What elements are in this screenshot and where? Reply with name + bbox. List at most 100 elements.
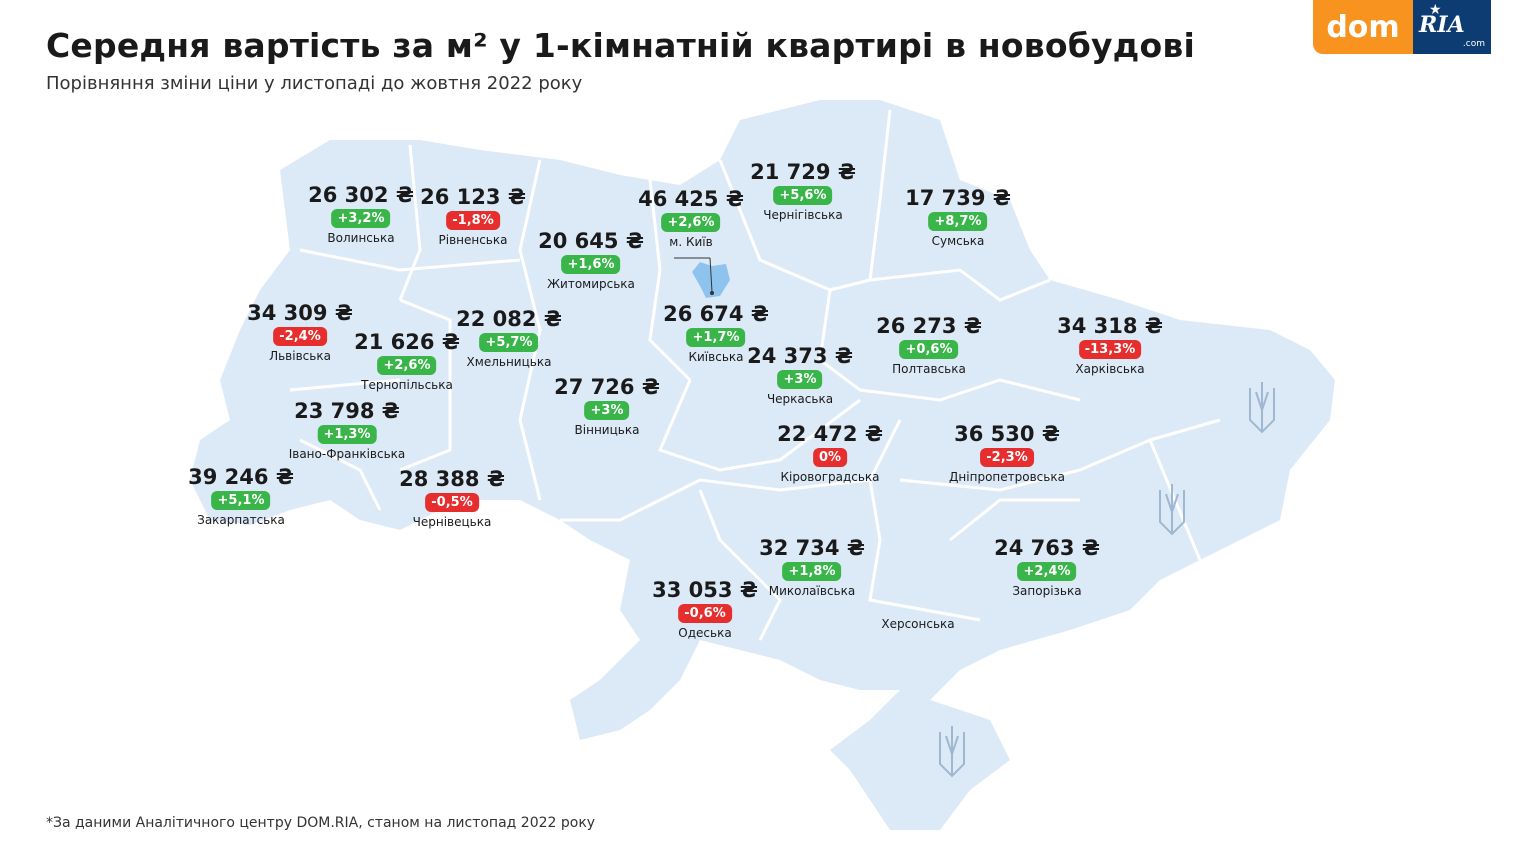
trident-icon xyxy=(1159,484,1185,536)
region-name: Сумська xyxy=(931,234,985,248)
region-price: 46 425 ₴ xyxy=(638,187,744,211)
region-price: 21 626 ₴ xyxy=(354,330,460,354)
region-name: Вінницька xyxy=(574,423,640,437)
star-icon: ★ xyxy=(1429,2,1442,18)
change-badge: +1,6% xyxy=(561,255,621,274)
logo-suffix: .com xyxy=(1462,39,1485,49)
change-badge: +8,7% xyxy=(928,212,988,231)
change-badge: +3,2% xyxy=(331,209,391,228)
change-badge: +1,7% xyxy=(686,328,746,347)
page-subtitle: Порівняння зміни ціни у листопаді до жов… xyxy=(46,73,583,94)
region-name: Івано-Франківська xyxy=(288,447,406,461)
region-name-khersonska: Херсонська xyxy=(881,617,955,631)
trident-icons xyxy=(939,382,1275,778)
region-name: Запорізька xyxy=(1012,584,1082,598)
region-price: 22 472 ₴ xyxy=(777,422,883,446)
region-price: 34 309 ₴ xyxy=(247,301,353,325)
kyiv-leader-line-2 xyxy=(709,257,713,293)
change-badge: +3% xyxy=(584,401,630,420)
trident-icon xyxy=(1249,382,1275,434)
region-price: 32 734 ₴ xyxy=(759,536,865,560)
logo-ria-block: ★ RIA .com xyxy=(1413,0,1491,54)
region-name: Дніпропетровська xyxy=(949,470,1065,484)
region-price: 34 318 ₴ xyxy=(1057,314,1163,338)
dom-ria-logo[interactable]: dom ★ RIA .com xyxy=(1313,0,1491,54)
region-name: Чернігівська xyxy=(763,208,843,222)
region-label: 36 530 ₴ -2,3% Дніпропетровська xyxy=(949,422,1065,484)
region-name: Черкаська xyxy=(766,392,834,406)
region-label: 27 726 ₴ +3% Вінницька xyxy=(554,375,660,437)
region-price: 26 302 ₴ xyxy=(308,183,414,207)
trident-icon xyxy=(939,726,965,778)
region-label: 34 318 ₴ -13,3% Харківська xyxy=(1057,314,1163,376)
page-title: Середня вартість за м² у 1-кімнатній ква… xyxy=(46,26,1196,65)
region-label: 21 729 ₴ +5,6% Чернігівська xyxy=(750,160,856,222)
region-price: 17 739 ₴ xyxy=(905,186,1011,210)
region-label: 26 273 ₴ +0,6% Полтавська xyxy=(876,314,982,376)
region-price: 21 729 ₴ xyxy=(750,160,856,184)
logo-dom: dom xyxy=(1313,0,1413,54)
region-price: 39 246 ₴ xyxy=(188,465,294,489)
region-label: 26 302 ₴ +3,2% Волинська xyxy=(308,183,414,245)
region-price: 27 726 ₴ xyxy=(554,375,660,399)
region-price: 26 123 ₴ xyxy=(420,185,526,209)
region-name: Київська xyxy=(688,350,744,364)
region-name: Хмельницька xyxy=(466,355,552,369)
region-label: 17 739 ₴ +8,7% Сумська xyxy=(905,186,1011,248)
region-label: 20 645 ₴ +1,6% Житомирська xyxy=(538,229,644,291)
region-label: 32 734 ₴ +1,8% Миколаївська xyxy=(759,536,865,598)
region-price: 33 053 ₴ xyxy=(652,578,758,602)
region-label: 22 082 ₴ +5,7% Хмельницька xyxy=(456,307,562,369)
change-badge: +0,6% xyxy=(899,340,959,359)
region-name: Рівненська xyxy=(438,233,508,247)
change-badge: +2,6% xyxy=(661,213,721,232)
region-name: Харківська xyxy=(1075,362,1145,376)
region-price: 26 674 ₴ xyxy=(663,302,769,326)
change-badge: +3% xyxy=(777,370,823,389)
region-label: 26 123 ₴ -1,8% Рівненська xyxy=(420,185,526,247)
region-name: м. Київ xyxy=(669,235,713,249)
ukraine-outline xyxy=(190,100,1335,830)
change-badge: +1,3% xyxy=(317,425,377,444)
region-label: 33 053 ₴ -0,6% Одеська xyxy=(652,578,758,640)
region-price: 24 373 ₴ xyxy=(747,344,853,368)
change-badge: +2,6% xyxy=(377,356,437,375)
change-badge: -2,4% xyxy=(273,327,327,346)
region-label: 26 674 ₴ +1,7% Київська xyxy=(663,302,769,364)
region-name: Тернопільська xyxy=(361,378,453,392)
region-borders xyxy=(289,109,1221,641)
region-price: 28 388 ₴ xyxy=(399,467,505,491)
change-badge: -1,8% xyxy=(446,211,500,230)
change-badge: -13,3% xyxy=(1078,340,1142,359)
kyiv-point xyxy=(710,291,714,295)
region-label: 24 763 ₴ +2,4% Запорізька xyxy=(994,536,1100,598)
region-name: Полтавська xyxy=(892,362,966,376)
region-name: Миколаївська xyxy=(768,584,856,598)
change-badge: -0,6% xyxy=(678,604,732,623)
region-price: 23 798 ₴ xyxy=(294,399,400,423)
region-price: 26 273 ₴ xyxy=(876,314,982,338)
change-badge: 0% xyxy=(812,448,848,467)
region-price: 22 082 ₴ xyxy=(456,307,562,331)
logo-ria: RIA xyxy=(1419,12,1465,38)
footnote: *За даними Аналітичного центру DOM.RIA, … xyxy=(46,815,596,831)
change-badge: -0,5% xyxy=(425,493,479,512)
region-name: Чернівецька xyxy=(412,515,492,529)
change-badge: +5,1% xyxy=(211,491,271,510)
change-badge: +5,6% xyxy=(773,186,833,205)
change-badge: +5,7% xyxy=(479,333,539,352)
region-name: Кіровоградська xyxy=(780,470,880,484)
region-label: 24 373 ₴ +3% Черкаська xyxy=(747,344,853,406)
region-name: Одеська xyxy=(678,626,732,640)
region-label: 34 309 ₴ -2,4% Львівська xyxy=(247,301,353,363)
region-label: 39 246 ₴ +5,1% Закарпатська xyxy=(188,465,294,527)
region-price: 24 763 ₴ xyxy=(994,536,1100,560)
region-name: Закарпатська xyxy=(197,513,285,527)
region-price: 36 530 ₴ xyxy=(954,422,1060,446)
region-name: Львівська xyxy=(269,349,331,363)
change-badge: +1,8% xyxy=(782,562,842,581)
region-label: 28 388 ₴ -0,5% Чернівецька xyxy=(399,467,505,529)
region-name: Волинська xyxy=(327,231,395,245)
region-label: 46 425 ₴ +2,6% м. Київ xyxy=(638,187,744,249)
